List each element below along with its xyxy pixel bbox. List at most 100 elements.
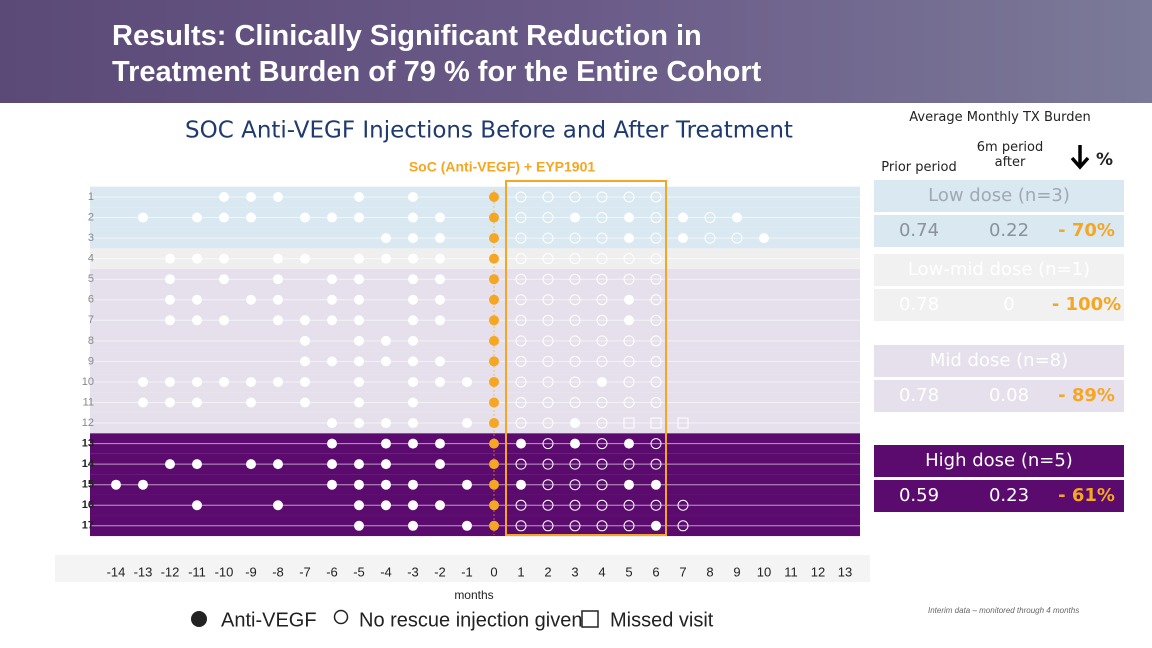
no-injection-dot: [650, 438, 662, 450]
table-title: Average Monthly TX Burden: [909, 110, 1091, 125]
no-injection-dot: [542, 499, 554, 511]
chart-subtitle: SoC (Anti-VEGF) + EYP1901: [409, 159, 596, 175]
injection-dot: [408, 274, 418, 285]
injection-dot: [192, 294, 202, 305]
x-tick-label: -2: [434, 564, 446, 579]
legend-filled: [191, 611, 207, 627]
row-label: 17: [82, 520, 94, 532]
no-injection-dot: [569, 376, 581, 388]
injection-dot: [408, 294, 418, 305]
no-injection-dot: [731, 232, 743, 244]
x-tick-label: 1: [517, 564, 524, 579]
injection-dot: [300, 335, 310, 346]
injection-dot: [381, 418, 391, 429]
no-injection-dot: [650, 397, 662, 408]
injection-dot: [327, 212, 337, 223]
row-label: 14: [82, 458, 95, 470]
injection-dot: [273, 294, 283, 305]
injection-dot: [192, 253, 202, 264]
injection-dot: [273, 192, 283, 202]
injection-dot: [219, 315, 229, 326]
no-injection-dot: [650, 191, 662, 203]
treatment-dot: [489, 479, 499, 490]
burden-value: 0.78: [898, 385, 940, 406]
injection-dot: [354, 520, 364, 531]
injection-dot: [408, 253, 418, 264]
x-tick-label: 9: [733, 564, 740, 579]
x-tick-label: -12: [161, 564, 180, 579]
injection-dot: [732, 212, 742, 223]
x-tick-label: -4: [380, 564, 392, 579]
row-label: 9: [88, 355, 94, 367]
treatment-dot: [489, 233, 499, 244]
no-injection-dot: [542, 479, 554, 491]
row-label: 16: [82, 499, 94, 511]
injection-dot: [246, 459, 256, 470]
row-label: 8: [88, 335, 94, 347]
injection-dot: [408, 438, 418, 449]
no-injection-dot: [596, 335, 608, 347]
injection-dot: [462, 376, 472, 387]
x-tick-label: -8: [272, 564, 284, 579]
row-label: 13: [82, 438, 94, 450]
injection-dot: [408, 376, 418, 387]
injection-dot: [435, 376, 445, 387]
x-tick-label: -6: [326, 564, 338, 579]
injection-dot: [138, 212, 148, 223]
row-label: 2: [88, 211, 94, 223]
injection-dot: [651, 520, 661, 531]
row-label: 12: [82, 417, 94, 429]
no-injection-dot: [596, 458, 608, 470]
no-injection-dot: [542, 191, 554, 203]
injection-dot: [246, 212, 256, 223]
no-injection-dot: [542, 294, 554, 306]
injection-dot: [597, 376, 607, 387]
row-label: 10: [82, 376, 94, 388]
treatment-dot: [489, 500, 499, 511]
no-injection-dot: [650, 212, 662, 224]
row-label: 4: [88, 253, 94, 265]
header: Results: Clinically Significant Reductio…: [0, 0, 1152, 103]
injection-dot: [624, 315, 634, 326]
injection-dot: [354, 274, 364, 285]
injection-dot: [192, 500, 202, 511]
x-tick-label: 12: [811, 564, 825, 579]
x-tick-label: 11: [784, 564, 798, 579]
injection-dot: [246, 376, 256, 387]
injection-dot: [408, 335, 418, 346]
injection-dot: [759, 233, 769, 244]
injection-dot: [408, 520, 418, 531]
no-injection-dot: [569, 397, 581, 408]
injection-dot: [408, 397, 418, 408]
no-injection-dot: [515, 499, 527, 511]
injection-dot: [300, 212, 310, 223]
x-tick-label: 3: [571, 564, 578, 579]
treatment-dot: [489, 253, 499, 264]
injection-dot: [381, 233, 391, 244]
injection-dot: [354, 397, 364, 408]
injection-dot: [624, 438, 634, 449]
injection-dot: [381, 335, 391, 346]
no-injection-dot: [596, 232, 608, 244]
no-injection-dot: [623, 335, 635, 347]
x-tick-label: -7: [299, 564, 311, 579]
group-values: 0.78 0 - 100%: [874, 289, 1124, 321]
injection-dot: [435, 274, 445, 285]
injection-dot: [327, 315, 337, 326]
no-injection-dot: [515, 376, 527, 388]
injection-dot: [300, 315, 310, 326]
no-injection-dot: [542, 417, 554, 429]
reduction: - 100%: [1051, 294, 1122, 315]
no-injection-dot: [569, 232, 581, 244]
no-injection-dot: [515, 397, 527, 408]
injection-dot: [435, 438, 445, 449]
no-injection-dot: [542, 314, 554, 326]
x-tick-label: -13: [134, 564, 153, 579]
no-injection-dot: [569, 458, 581, 470]
injection-dot: [138, 397, 148, 408]
injection-dot: [381, 500, 391, 511]
no-injection-dot: [596, 520, 608, 532]
down-arrow: [1070, 145, 1090, 170]
no-injection-dot: [515, 314, 527, 326]
no-injection-dot: [623, 191, 635, 203]
